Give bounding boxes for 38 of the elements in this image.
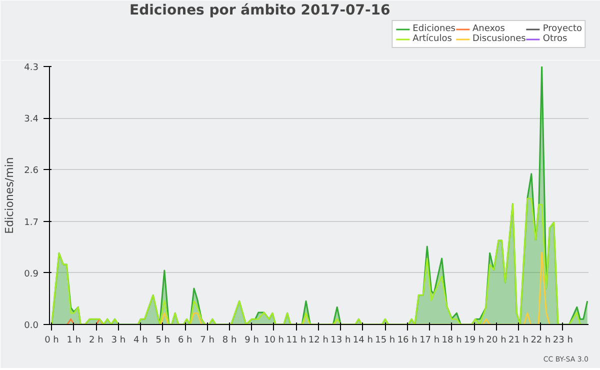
x-tick-label: 5 h <box>156 336 170 346</box>
x-tick-label: 9 h <box>244 336 259 346</box>
x-tick-label: 7 h <box>200 336 214 346</box>
x-tick-label: 19 h <box>464 336 484 346</box>
legend-label: Anexos <box>472 24 505 34</box>
y-tick-label: 1.7 <box>24 218 39 228</box>
x-tick-label: 8 h <box>222 336 237 346</box>
chart-title: Ediciones por ámbito 2017-07-16 <box>130 2 390 18</box>
x-tick-label: 22 h <box>530 336 551 346</box>
y-tick-label: 3.4 <box>24 114 39 125</box>
y-tick-label: 0.0 <box>24 321 39 331</box>
x-tick-label: 13 h <box>330 336 351 346</box>
x-tick-label: 2 h <box>89 336 104 346</box>
legend-label: Ediciones <box>412 24 456 34</box>
y-tick-label: 4.3 <box>24 63 39 73</box>
x-tick-label: 21 h <box>508 336 529 346</box>
x-tick-label: 12 h <box>308 336 328 346</box>
x-tick-label: 11 h <box>286 336 306 346</box>
legend-label: Artículos <box>412 34 452 44</box>
legend-label: Proyecto <box>542 24 582 34</box>
y-tick-label: 2.6 <box>24 166 39 176</box>
x-tick-label: 4 h <box>133 336 148 346</box>
y-tick-label: 0.9 <box>24 269 39 280</box>
x-tick-label: 16 h <box>397 336 418 346</box>
x-tick-label: 3 h <box>111 336 126 346</box>
y-axis-title: Ediciones/min <box>3 157 16 234</box>
x-tick-label: 23 h <box>552 336 573 346</box>
x-tick-label: 18 h <box>442 336 462 346</box>
legend-label: Discusiones <box>472 34 526 44</box>
x-tick-label: 20 h <box>486 336 506 346</box>
x-tick-label: 17 h <box>420 336 440 346</box>
legend-label: Otros <box>542 34 568 44</box>
x-tick-label: 6 h <box>178 336 192 346</box>
x-tick-label: 10 h <box>264 336 284 346</box>
x-tick-label: 14 h <box>352 336 373 346</box>
x-tick-label: 15 h <box>375 336 396 346</box>
x-tick-label: 0 h <box>44 336 59 346</box>
x-tick-label: 1 h <box>66 336 82 346</box>
